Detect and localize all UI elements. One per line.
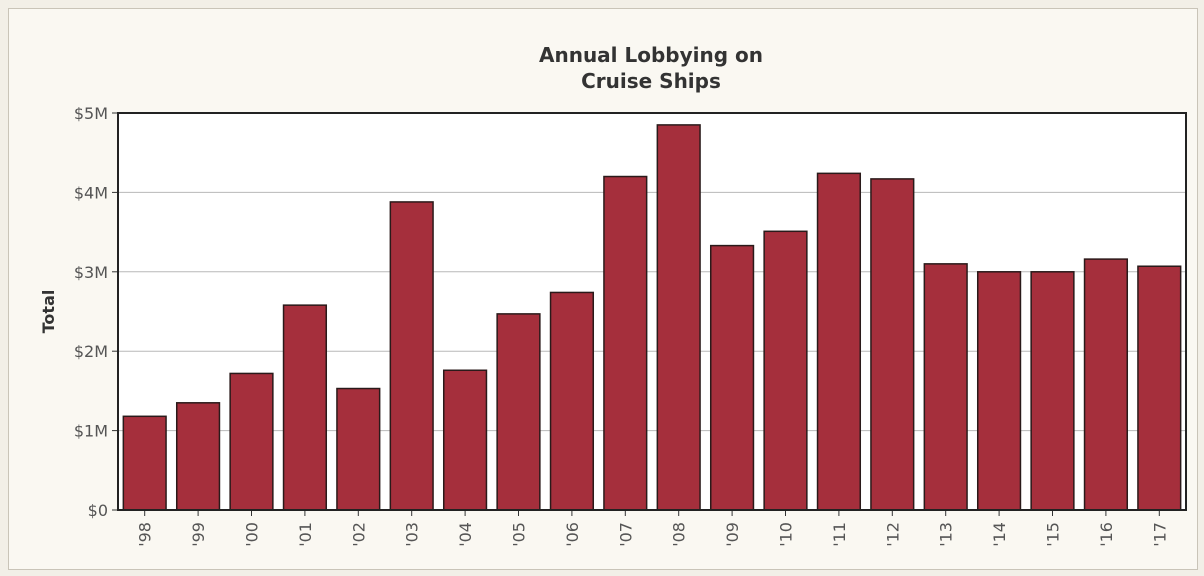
y-tick-label: $0 — [88, 501, 108, 520]
chart-title-line-1: Annual Lobbying on — [538, 43, 763, 67]
x-tick-label: '11 — [830, 522, 849, 547]
y-tick-label: $4M — [74, 183, 108, 202]
y-tick-label: $3M — [74, 263, 108, 282]
bar — [336, 387, 381, 511]
bar — [923, 263, 968, 511]
y-tick-label: $5M — [74, 104, 108, 123]
bar — [763, 230, 808, 511]
plot-area — [118, 113, 1186, 510]
bar — [1030, 271, 1075, 511]
bar — [656, 124, 701, 511]
x-tick-label: '03 — [403, 522, 422, 547]
x-tick-label: '04 — [456, 522, 475, 547]
chart-title: Annual Lobbying on Cruise Ships — [0, 42, 1204, 94]
x-tick-label: '05 — [510, 522, 529, 547]
x-tick-label: '98 — [136, 522, 155, 547]
bar — [870, 178, 915, 511]
chart-title-line-2: Cruise Ships — [581, 69, 721, 93]
x-tick-label: '00 — [243, 522, 262, 547]
x-tick-label: '10 — [777, 522, 796, 547]
x-tick-label: '08 — [670, 522, 689, 547]
plot-border — [117, 112, 1187, 511]
x-tick-label: '09 — [723, 522, 742, 547]
bar — [1137, 265, 1182, 511]
bar — [442, 369, 488, 511]
x-tick-label: '02 — [349, 522, 368, 547]
x-tick-label: '13 — [937, 522, 956, 547]
bar — [816, 172, 862, 511]
bar — [976, 271, 1022, 511]
x-tick-label: '16 — [1097, 522, 1116, 547]
bar — [549, 291, 595, 511]
bar — [389, 201, 434, 511]
bar — [709, 244, 755, 511]
x-axis-ticks: '98 '99 '00 '01 '02 '03 '04 '05 '06 '07 '08 '09 '10 '… — [136, 510, 1169, 547]
x-tick-label: '06 — [563, 522, 582, 547]
y-tick-label: $1M — [74, 422, 108, 441]
y-axis-label: Total — [39, 290, 58, 334]
bar — [229, 372, 274, 511]
x-tick-label: '14 — [990, 522, 1009, 547]
y-axis-ticks: $0 $1M $2M $3M $4M $5M — [74, 104, 118, 520]
bar — [1083, 258, 1129, 511]
x-tick-label: '99 — [189, 522, 208, 547]
bar — [175, 402, 221, 511]
bar — [603, 175, 648, 511]
x-tick-label: '12 — [883, 522, 902, 547]
x-tick-label: '01 — [296, 522, 315, 547]
bar — [282, 304, 328, 511]
x-tick-label: '15 — [1044, 522, 1063, 547]
y-tick-label: $2M — [74, 342, 108, 361]
bar — [496, 313, 541, 511]
bar — [122, 415, 167, 511]
x-tick-label: '17 — [1150, 522, 1169, 547]
x-tick-label: '07 — [616, 522, 635, 547]
